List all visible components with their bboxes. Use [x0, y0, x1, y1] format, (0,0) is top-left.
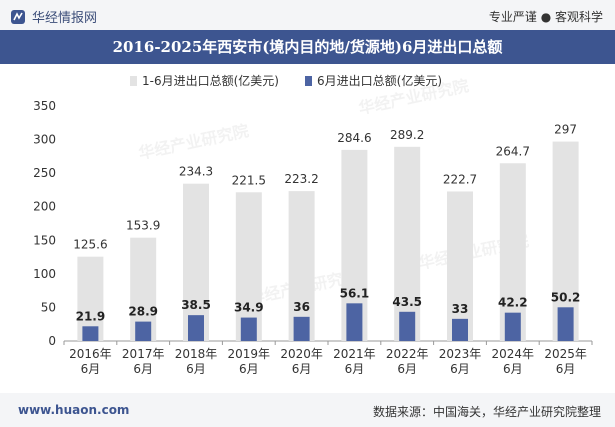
data-label-series2: 43.5: [392, 295, 422, 309]
x-tick-label: 6月: [503, 362, 523, 376]
x-tick-label: 2016年: [69, 347, 112, 361]
x-tick-label: 6月: [133, 362, 153, 376]
data-label-series2: 21.9: [76, 309, 106, 323]
data-label-series1: 153.9: [126, 219, 160, 233]
data-label-series2: 36: [293, 300, 310, 314]
data-label-series1: 284.6: [337, 131, 371, 145]
bar-series1: [499, 163, 526, 341]
data-label-series2: 56.1: [340, 286, 370, 300]
data-label-series1: 221.5: [232, 173, 266, 187]
x-tick-label: 6月: [292, 362, 312, 376]
legend-label-2: 6月进出口总额(亿美元): [317, 73, 442, 88]
data-label-series2: 28.9: [128, 305, 158, 319]
data-label-series2: 50.2: [551, 290, 581, 304]
data-label-series1: 297: [554, 123, 577, 137]
bar-series1: [394, 146, 421, 341]
bar-series1: [288, 191, 315, 341]
x-tick-label: 2021年: [333, 347, 376, 361]
huajing-logo-icon: [11, 9, 25, 24]
data-label-series1: 264.7: [496, 144, 530, 158]
bar-series2: [293, 316, 310, 341]
y-tick-label: 350: [33, 99, 56, 113]
bar-series1: [183, 183, 209, 341]
x-tick-label: 2019年: [228, 347, 271, 361]
y-tick-label: 250: [33, 166, 56, 180]
bar-chart: 华经产业研究院华经产业研究院华经产业研究院华经产业研究院1-6月进出口总额(亿美…: [33, 73, 593, 376]
chart-title: 2016-2025年西安市(境内目的地/货源地)6月进出口总额: [0, 30, 615, 64]
bar-series1: [447, 191, 473, 341]
y-tick-label: 100: [33, 267, 56, 281]
footer-source: 数据来源：中国海关，华经产业研究院整理: [372, 405, 601, 419]
bar-series2: [82, 326, 99, 341]
footer-bar: www.huaon.com 数据来源：中国海关，华经产业研究院整理: [0, 393, 615, 427]
footer-url: www.huaon.com: [18, 403, 130, 417]
data-label-series1: 234.3: [179, 165, 213, 179]
bar-series1: [235, 192, 262, 341]
x-tick-label: 2023年: [439, 347, 482, 361]
y-tick-label: 50: [41, 300, 56, 314]
data-label-series1: 222.7: [443, 172, 477, 186]
legend-label-1: 1-6月进出口总额(亿美元): [142, 73, 279, 88]
x-tick-label: 2022年: [386, 347, 429, 361]
y-tick-label: 0: [48, 334, 56, 348]
x-tick-label: 6月: [81, 362, 101, 376]
legend-swatch-1: [130, 76, 137, 86]
bar-series2: [188, 315, 204, 341]
bar-series2: [557, 307, 574, 341]
x-tick-label: 6月: [239, 362, 259, 376]
y-tick-label: 150: [33, 233, 56, 247]
y-tick-label: 300: [33, 133, 56, 147]
chart-area: 华经产业研究院华经产业研究院华经产业研究院华经产业研究院1-6月进出口总额(亿美…: [0, 64, 615, 393]
x-tick-label: 6月: [397, 362, 417, 376]
x-tick-label: 2024年: [492, 347, 535, 361]
bar-series2: [504, 312, 521, 341]
x-tick-label: 2020年: [280, 347, 323, 361]
x-tick-label: 6月: [345, 362, 365, 376]
data-label-series2: 34.9: [234, 301, 264, 315]
legend-swatch-2: [305, 76, 312, 86]
bar-series2: [135, 321, 152, 341]
x-tick-label: 6月: [556, 362, 576, 376]
brand-tags: 专业严谨 ● 客观科学: [488, 10, 603, 24]
x-tick-label: 2025年: [544, 347, 587, 361]
x-tick-label: 6月: [186, 362, 206, 376]
x-tick-label: 2017年: [122, 347, 165, 361]
bar-series2: [399, 311, 416, 341]
bar-series2: [346, 303, 363, 341]
brand-name: 华经情报网: [32, 11, 98, 26]
y-tick-label: 200: [33, 200, 56, 214]
watermark-text: 华经产业研究院: [137, 121, 251, 163]
x-tick-label: 2018年: [175, 347, 218, 361]
bar-series2: [240, 317, 257, 341]
x-tick-label: 6月: [450, 362, 470, 376]
data-label-series2: 42.2: [498, 296, 528, 310]
top-bar: 华经情报网 专业严谨 ● 客观科学: [0, 0, 615, 30]
data-label-series2: 38.5: [181, 298, 211, 312]
data-label-series1: 289.2: [390, 128, 424, 142]
brand: 华经情报网: [10, 7, 97, 26]
data-label-series2: 33: [452, 302, 469, 316]
data-label-series1: 125.6: [73, 238, 107, 252]
bar-series2: [452, 318, 468, 341]
data-label-series1: 223.2: [284, 172, 318, 186]
